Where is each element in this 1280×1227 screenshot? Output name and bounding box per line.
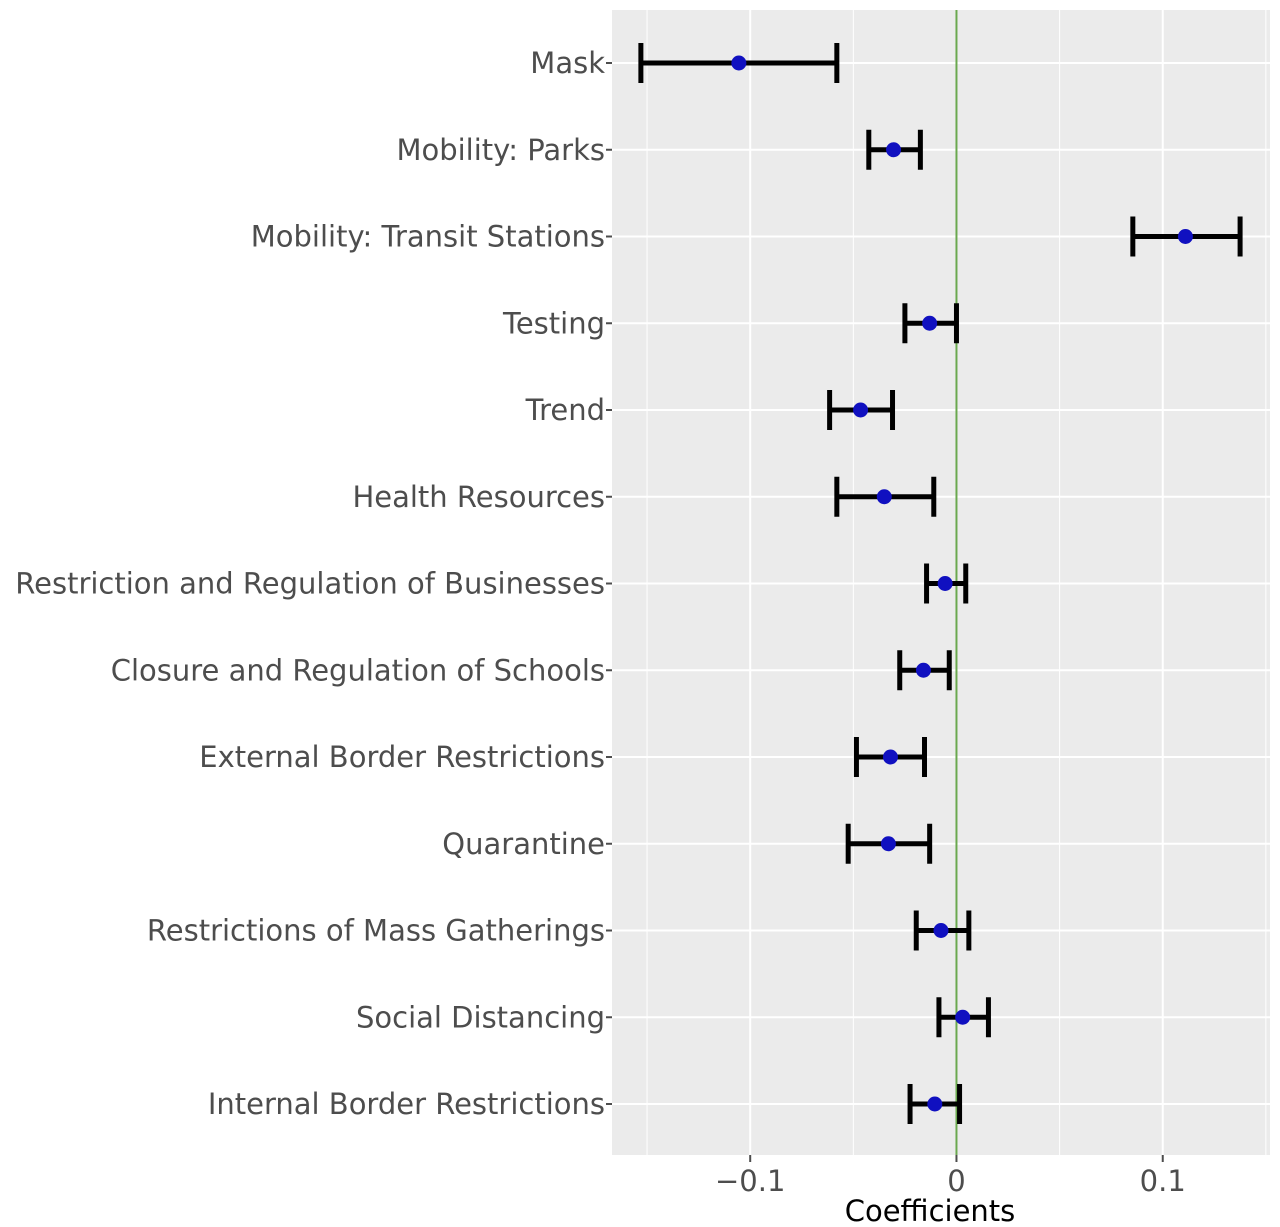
error-bars bbox=[638, 43, 1243, 1124]
y-tick-label: Restriction and Regulation of Businesses bbox=[15, 567, 605, 601]
errorbar-row bbox=[913, 910, 972, 951]
y-tick-label: Mobility: Parks bbox=[396, 133, 605, 167]
y-tick-label: Closure and Regulation of Schools bbox=[111, 653, 605, 687]
errorbar-row bbox=[936, 997, 991, 1038]
y-tick-label: Trend bbox=[525, 393, 605, 427]
errorbar-row bbox=[1130, 216, 1243, 257]
x-tick-label: 0.1 bbox=[1140, 1164, 1186, 1198]
errorbar-row bbox=[897, 650, 952, 691]
point-estimate bbox=[915, 662, 931, 678]
errorbar-row bbox=[834, 476, 937, 517]
point-estimate bbox=[876, 489, 892, 505]
errorbar-row bbox=[827, 390, 896, 430]
y-tick-label: Health Resources bbox=[352, 480, 605, 514]
point-estimate bbox=[937, 576, 953, 591]
errorbar-row bbox=[907, 1084, 963, 1124]
x-tick-label: −0.1 bbox=[715, 1164, 785, 1198]
point-estimate bbox=[955, 1009, 971, 1025]
x-axis-ticks: −0.1 0 0.1 bbox=[715, 1155, 1186, 1198]
point-estimate bbox=[886, 142, 902, 158]
point-estimate bbox=[853, 402, 869, 418]
point-estimate bbox=[927, 1096, 943, 1112]
errorbar-row bbox=[845, 823, 933, 864]
point-estimate bbox=[922, 315, 938, 331]
y-tick-label: External Border Restrictions bbox=[199, 740, 605, 774]
y-tick-label: Mobility: Transit Stations bbox=[251, 220, 605, 254]
point-estimate bbox=[1177, 229, 1193, 244]
y-tick-label: Mask bbox=[530, 46, 605, 80]
y-axis-labels: Mask Mobility: Parks Mobility: Transit Sta… bbox=[15, 46, 612, 1121]
errorbar-row bbox=[638, 43, 840, 83]
y-tick-label: Quarantine bbox=[442, 827, 605, 861]
y-tick-label: Social Distancing bbox=[356, 1000, 605, 1034]
point-estimate bbox=[731, 55, 747, 71]
point-estimate bbox=[933, 923, 949, 938]
point-estimate bbox=[880, 836, 896, 852]
point-estimate bbox=[882, 749, 898, 765]
y-tick-label: Internal Border Restrictions bbox=[208, 1087, 605, 1121]
errorbar-row bbox=[902, 303, 959, 344]
errorbar-row bbox=[853, 737, 927, 777]
y-tick-label: Testing bbox=[502, 306, 605, 340]
errorbar-row bbox=[866, 129, 923, 170]
y-tick-label: Restrictions of Mass Gatherings bbox=[147, 914, 605, 948]
errorbar-row bbox=[924, 563, 969, 604]
x-axis-title: Coefficients bbox=[845, 1194, 1016, 1227]
x-tick-label: 0 bbox=[947, 1164, 965, 1198]
